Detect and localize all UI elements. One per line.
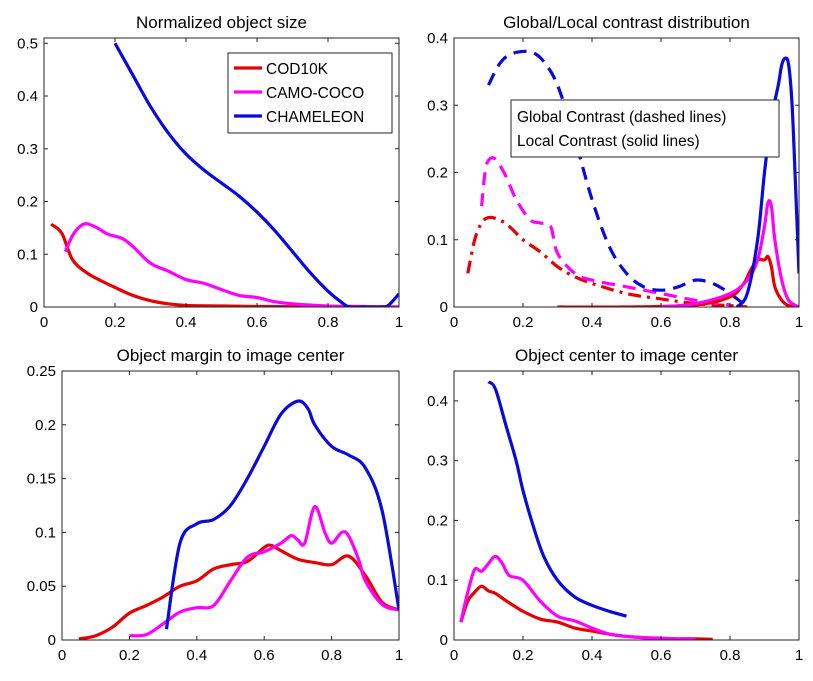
x-tick-label: 0.6 bbox=[651, 647, 672, 664]
y-tick-label: 0.1 bbox=[35, 524, 56, 541]
series-line-camo-coco bbox=[459, 554, 696, 640]
y-tick-label: 0.2 bbox=[35, 417, 56, 434]
x-tick-label: 0.6 bbox=[247, 314, 268, 331]
annotation-box: Global Contrast (dashed lines) Local Cont… bbox=[510, 99, 780, 158]
y-tick-label: 0 bbox=[440, 299, 448, 316]
x-tick-label: 0.4 bbox=[186, 647, 207, 664]
x-tick-label: 0.8 bbox=[318, 314, 339, 331]
y-tick-label: 0 bbox=[30, 299, 38, 316]
series-line-camo-coco bbox=[63, 222, 399, 307]
series-group bbox=[466, 49, 799, 307]
y-tick-label: 0.15 bbox=[27, 471, 56, 488]
legend: COD10K CAMO-COCO CHAMELEON bbox=[227, 52, 393, 134]
subplots: 0 0.2 0.4 0.6 0.8 1 0 0.1 0.2 0.3 0.4 0.5 Normalized… bbox=[17, 13, 803, 664]
annotation-frame bbox=[510, 99, 780, 158]
y-tick-label: 0 bbox=[440, 632, 448, 649]
y-tick-label: 0.4 bbox=[427, 30, 448, 47]
x-tick-label: 1 bbox=[795, 314, 803, 331]
y-tick-label: 0.05 bbox=[27, 578, 56, 595]
y-tick-label: 0.2 bbox=[17, 194, 38, 211]
series-line-cod10k bbox=[50, 222, 399, 307]
series-line-cod10k bbox=[78, 543, 399, 640]
x-tick-label: 0 bbox=[40, 314, 48, 331]
y-tick-label: 0.3 bbox=[17, 141, 38, 158]
x-tick-label: 0.8 bbox=[720, 647, 741, 664]
series-line-chameleon bbox=[164, 399, 399, 630]
x-tick-label: 0.2 bbox=[513, 647, 534, 664]
subplot-1: 0 0.2 0.4 0.6 0.8 1 0 0.1 0.2 0.3 0.4 0.5 Normalized… bbox=[17, 13, 403, 331]
x-tick-label: 1 bbox=[395, 314, 403, 331]
x-tick-label: 0.2 bbox=[105, 314, 126, 331]
subplot-title: Object center to image center bbox=[515, 346, 738, 365]
series-line-chameleon bbox=[113, 42, 399, 307]
x-tick-label: 0.8 bbox=[321, 647, 342, 664]
series-line-chameleon-local bbox=[735, 56, 799, 307]
subplot-title: Object margin to image center bbox=[117, 346, 345, 365]
axes-box bbox=[453, 370, 800, 641]
annotation-line: Global Contrast (dashed lines) bbox=[517, 109, 726, 126]
y-tick-label: 0.1 bbox=[427, 572, 448, 589]
y-tick-label: 0.4 bbox=[427, 393, 448, 410]
x-tick-label: 0.4 bbox=[176, 314, 197, 331]
y-tick-label: 0.1 bbox=[427, 232, 448, 249]
subplot-2: 0 0.2 0.4 0.6 0.8 1 0 0.1 0.2 0.3 0.4 Global/Local … bbox=[427, 13, 803, 331]
y-tick-label: 0.4 bbox=[17, 88, 38, 105]
y-tick-label: 0.3 bbox=[427, 97, 448, 114]
subplot-3: 0 0.2 0.4 0.6 0.8 1 0 0.05 0.1 0.15 0.2 0.25 Object … bbox=[27, 346, 403, 664]
x-tick-label: 0.8 bbox=[720, 314, 741, 331]
y-tick-label: 0.2 bbox=[427, 165, 448, 182]
axes-box bbox=[43, 37, 400, 308]
series-group bbox=[459, 380, 713, 640]
y-tick-label: 0.1 bbox=[17, 246, 38, 263]
x-tick-label: 0.4 bbox=[582, 314, 603, 331]
x-tick-label: 0.2 bbox=[513, 314, 534, 331]
y-tick-label: 0.3 bbox=[427, 453, 448, 470]
x-tick-label: 0.6 bbox=[254, 647, 275, 664]
annotation-line: Local Contrast (solid lines) bbox=[517, 133, 700, 150]
y-tick-label: 0.25 bbox=[27, 363, 56, 380]
legend-label-chameleon: CHAMELEON bbox=[266, 109, 364, 126]
series-line-camo-coco-local bbox=[660, 199, 799, 307]
x-tick-label: 0.2 bbox=[119, 647, 140, 664]
x-tick-label: 0 bbox=[58, 647, 66, 664]
x-tick-label: 0.4 bbox=[582, 647, 603, 664]
legend-label-camo-coco: CAMO-COCO bbox=[266, 85, 364, 102]
series-line-camo-coco-global bbox=[480, 156, 731, 307]
axes-box bbox=[61, 370, 400, 641]
subplot-4: 0 0.2 0.4 0.6 0.8 1 0 0.1 0.2 0.3 0.4 Object center… bbox=[427, 346, 803, 664]
series-line-cod10k-global bbox=[466, 215, 748, 307]
y-tick-label: 0.2 bbox=[427, 512, 448, 529]
x-tick-label: 1 bbox=[795, 647, 803, 664]
x-tick-label: 0.6 bbox=[651, 314, 672, 331]
subplot-title: Normalized object size bbox=[136, 13, 307, 32]
x-tick-label: 1 bbox=[395, 647, 403, 664]
legend-label-cod10k: COD10K bbox=[266, 61, 329, 78]
series-group bbox=[78, 399, 399, 640]
series-line-chameleon bbox=[487, 380, 627, 618]
y-tick-label: 0 bbox=[48, 632, 56, 649]
x-tick-label: 0 bbox=[450, 314, 458, 331]
series-line-chameleon-global bbox=[487, 49, 749, 307]
subplot-title: Global/Local contrast distribution bbox=[503, 13, 750, 32]
y-tick-label: 0.5 bbox=[17, 35, 38, 52]
series-line-camo-coco bbox=[129, 504, 399, 638]
series-line-cod10k bbox=[459, 584, 713, 640]
x-tick-label: 0 bbox=[450, 647, 458, 664]
